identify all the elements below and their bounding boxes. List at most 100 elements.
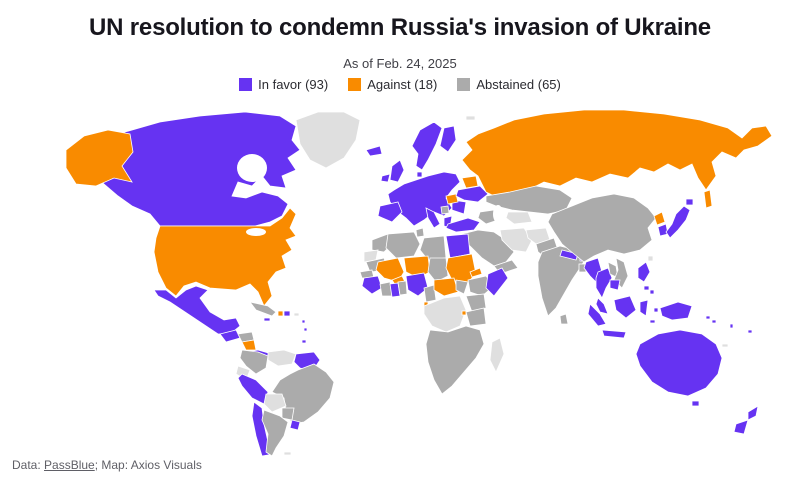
country-iceland — [365, 145, 383, 157]
country-malaysia — [595, 297, 609, 315]
country-thailand — [595, 267, 613, 299]
country-chad — [427, 257, 449, 283]
country-haiti — [277, 310, 284, 317]
country-tanzania — [465, 307, 487, 327]
country-indonesia-moluccas — [653, 307, 659, 313]
passblue-link[interactable]: PassBlue — [44, 458, 95, 472]
country-ghana — [389, 282, 401, 298]
country-solomon-islands — [705, 315, 711, 320]
country-new-caledonia — [721, 343, 729, 348]
country-japan-hokkaido — [685, 198, 694, 206]
country-russia — [461, 109, 773, 199]
legend-item-in-favor: In favor (93) — [239, 77, 328, 92]
country-alaska — [65, 129, 134, 187]
legend: In favor (93) Against (18) Abstained (65… — [0, 77, 800, 92]
country-finland — [439, 125, 457, 153]
country-south-korea — [657, 223, 669, 237]
country-nicaragua — [241, 339, 257, 351]
country-vanuatu — [729, 323, 734, 329]
country-tunisia — [415, 227, 425, 238]
country-colombia — [239, 349, 269, 375]
country-spain-portugal — [377, 201, 403, 223]
country-bolivia — [263, 393, 287, 413]
country-serbia-bosnia — [440, 205, 450, 215]
subtitle-date: As of Feb. 24, 2025 — [343, 56, 457, 71]
country-ireland — [380, 173, 391, 183]
country-argentina — [261, 409, 289, 457]
country-svalbard — [465, 115, 476, 121]
country-taiwan — [647, 255, 654, 262]
country-turkmenistan — [505, 211, 533, 225]
country-somalia — [485, 267, 509, 297]
country-chile — [251, 401, 275, 457]
water-hudson-bay — [237, 154, 267, 182]
country-fiji — [747, 329, 753, 334]
country-cambodia — [609, 279, 621, 291]
country-solomon-islands — [711, 319, 717, 324]
country-nigeria — [405, 272, 429, 297]
country-australia-tasmania — [691, 400, 700, 407]
country-algeria — [385, 231, 421, 259]
legend-item-abstained: Abstained (65) — [457, 77, 561, 92]
country-madagascar — [489, 337, 505, 373]
country-norway-sweden — [411, 121, 443, 171]
footer-data-prefix: Data: — [12, 458, 45, 472]
country-romania-bulgaria — [451, 199, 467, 215]
country-burundi — [461, 310, 467, 316]
region-caucasus — [477, 209, 499, 225]
country-philippines-visayas — [649, 289, 655, 295]
country-dominican-republic — [283, 310, 291, 317]
against-swatch-icon — [348, 78, 362, 91]
country-australia — [635, 329, 723, 397]
country-north-korea — [653, 211, 666, 226]
country-sri-lanka — [559, 313, 569, 325]
country-japan — [665, 205, 691, 239]
footer-map-credit: ; Map: Axios Visuals — [94, 458, 202, 472]
country-greenland — [295, 111, 361, 169]
legend-label-in-favor: In favor (93) — [258, 77, 329, 92]
country-cameroon — [423, 284, 437, 303]
country-new-zealand-north — [747, 405, 759, 421]
country-new-zealand-south — [733, 419, 749, 435]
country-philippines-mindanao — [643, 285, 650, 291]
country-central-african-republic — [433, 277, 459, 297]
country-lesser-antilles — [301, 319, 306, 324]
country-jamaica — [263, 317, 271, 322]
country-united-kingdom — [389, 159, 405, 183]
country-guinea-sierra-leone-liberia — [361, 275, 383, 295]
in-favor-swatch-icon — [239, 78, 253, 91]
country-togo-benin — [397, 280, 408, 296]
region-congo-basin — [423, 295, 467, 333]
page-title: UN resolution to condemn Russia's invasi… — [89, 14, 711, 41]
country-eritrea — [469, 267, 483, 278]
country-belarus — [461, 175, 479, 189]
water-caspian-sea — [493, 205, 503, 223]
country-turkey — [445, 217, 481, 233]
country-papua-new-guinea — [659, 301, 693, 321]
country-indonesia-sulawesi — [639, 299, 649, 317]
country-russia-sakhalin — [703, 189, 713, 209]
country-cuba — [249, 301, 277, 317]
country-canada — [87, 111, 301, 227]
country-uruguay — [289, 419, 301, 431]
country-indonesia-java — [601, 329, 627, 339]
country-peru — [237, 373, 269, 405]
country-uganda-kenya — [465, 293, 487, 313]
country-iran — [499, 227, 533, 253]
country-philippines — [637, 261, 651, 283]
legend-label-abstained: Abstained (65) — [476, 77, 561, 92]
region-southern-africa — [425, 325, 485, 395]
country-trinidad-tobago — [301, 339, 307, 344]
water-great-lakes — [246, 228, 266, 236]
country-indonesia-borneo — [613, 295, 637, 319]
footer-credit: Data: PassBlue; Map: Axios Visuals — [12, 458, 202, 472]
country-italy — [425, 207, 441, 229]
country-indonesia-sumatra — [587, 303, 607, 327]
country-indonesia-timor — [649, 319, 656, 324]
country-venezuela — [267, 349, 297, 367]
country-mexico — [153, 285, 241, 335]
country-ukraine — [455, 185, 489, 203]
country-puerto-rico — [293, 312, 300, 317]
country-falkland-islands — [283, 451, 292, 456]
legend-item-against: Against (18) — [348, 77, 437, 92]
